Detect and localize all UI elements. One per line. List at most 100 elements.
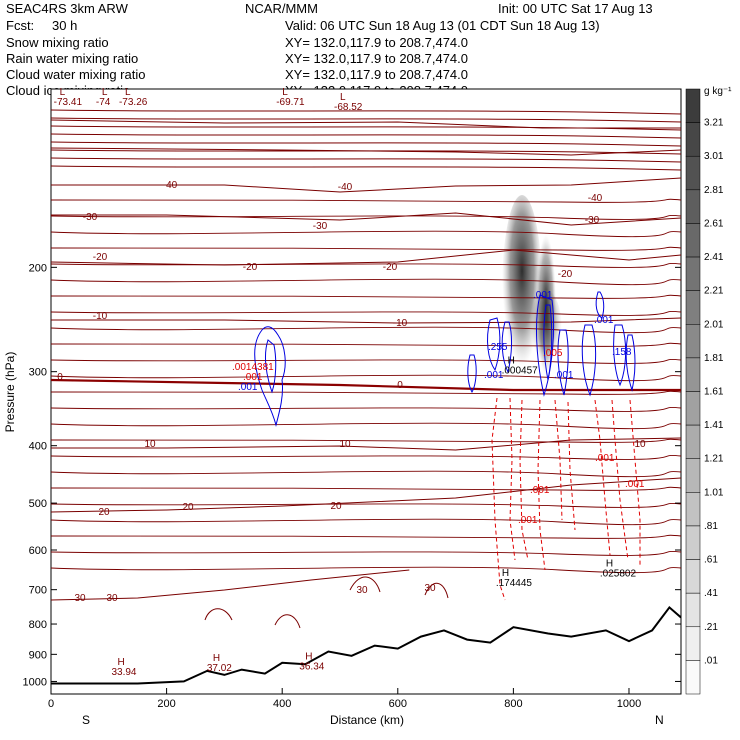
x-tick-label: 0 [48, 698, 54, 710]
rain-label: .001 [530, 485, 550, 496]
temperature-contour-label: -20 [558, 269, 573, 280]
y-tick-label: 300 [29, 367, 47, 379]
temperature-contour [51, 502, 681, 508]
extremum-label: L-74 [96, 87, 111, 108]
temperature-contour [51, 157, 681, 163]
temperature-contour [51, 550, 681, 556]
colorbar-swatch [685, 155, 701, 191]
extremum-label: L-68.52 [334, 92, 363, 113]
snow-plume-low [530, 290, 562, 370]
extremum-value: -69.71 [276, 97, 305, 108]
temperature-contour-label: -40 [33, 181, 48, 192]
rain-contour-1 [491, 397, 506, 601]
x-tick-label: 400 [273, 698, 291, 710]
x-tick-label: 600 [389, 698, 407, 710]
temperature-contour [51, 177, 681, 193]
surface-contour-4 [424, 582, 449, 599]
colorbar-swatch [685, 122, 701, 157]
x-tick-label: 800 [504, 698, 522, 710]
south-label: S [82, 713, 90, 727]
temperature-contour [51, 262, 681, 268]
temperature-contour [51, 569, 410, 601]
cloud-water-contour-west-inner [264, 339, 277, 394]
temperature-contour [51, 518, 681, 526]
temperature-contour-label: 20 [98, 507, 110, 518]
extremum-type: L [60, 87, 66, 98]
extremum-type: H [508, 355, 515, 366]
axes: 0 200 400 600 800 100020030040050060070080090… [23, 262, 681, 710]
init-label: Init: 00 UTC Sat 17 Aug 13 [498, 1, 653, 16]
temperature-contour [51, 454, 681, 460]
colorbar-swatch [685, 492, 701, 527]
colorbar-swatch [685, 324, 701, 359]
temperature-contour [51, 149, 681, 155]
colorbar-swatch [685, 88, 701, 123]
colorbar-swatch [685, 592, 701, 628]
extremum-label: H36.34 [299, 652, 324, 673]
colorbar-label: 3.21 [704, 118, 724, 129]
temperature-contour-label: -10 [393, 318, 408, 329]
temperature-contour [51, 406, 681, 412]
org-label: NCAR/MMM [245, 1, 318, 16]
temperature-contour-label: -20 [243, 262, 258, 273]
temperature-contour-label: 30 [74, 593, 86, 604]
field-name: Rain water mixing ratio [6, 51, 138, 66]
rain-contour-5 [554, 399, 563, 521]
colorbar-swatch [685, 424, 701, 459]
colorbar-swatch [685, 357, 701, 392]
colorbar-label: 2.61 [704, 218, 724, 229]
extremum-value: 37.02 [207, 663, 232, 674]
cloud-water-label: .001 [594, 315, 614, 326]
cloud-water-contour-east-2 [581, 324, 597, 397]
rain-label: .001 [518, 515, 538, 526]
terrain-line [51, 605, 681, 685]
temperature-contour [51, 534, 681, 539]
rain-contour-7 [594, 399, 611, 556]
extremum-label: L-73.41 [54, 87, 83, 108]
temperature-contour-label: -10 [93, 311, 108, 322]
y-tick-label: 700 [29, 585, 47, 597]
temperature-contour-label: 0 [397, 380, 403, 391]
cloud-water-label: .001 [554, 370, 574, 381]
temperature-contour [51, 378, 681, 392]
extremum-value: 36.34 [299, 662, 324, 673]
colorbar-swatch [685, 559, 701, 594]
temperature-contour [51, 477, 681, 513]
cloud-water-label: .255 [488, 342, 508, 353]
temperature-contour-label: -40 [338, 182, 353, 193]
rain-contour-9 [629, 399, 641, 565]
cloud-water-contours [254, 291, 636, 427]
temperature-contour [51, 198, 681, 203]
cloud-water-contour-west [254, 326, 286, 427]
cloud-water-value-labels: .001 .255 .001 .001 .158 .001 .001 [238, 290, 632, 393]
colorbar-label: 1.61 [704, 387, 724, 398]
temperature-contours: -60-50-40-40-40-40-40-40-30-30-30-30-20-… [33, 109, 681, 604]
rain-contour-8 [611, 399, 629, 561]
temperature-contour-label: 30 [106, 593, 118, 604]
cloud-water-contour-mid [467, 354, 477, 394]
rain-water-contours [491, 397, 641, 601]
y-axis-label: Pressure (hPa) [3, 352, 17, 433]
extremum-value: -73.26 [119, 97, 148, 108]
temperature-contour-label: -30 [313, 221, 328, 232]
y-tick-label: 900 [29, 649, 47, 661]
extremum-type: H [213, 653, 220, 664]
cloud-water-contour-mid-2 [501, 321, 512, 374]
colorbar-unit: g kg⁻¹ [704, 86, 732, 97]
extremum-type: H [305, 652, 312, 663]
colorbar-swatch [685, 256, 701, 291]
colorbar-label: 2.21 [704, 286, 724, 297]
plot-frame [50, 88, 682, 695]
cloud-water-contour-east-3 [613, 324, 627, 387]
temperature-contour-label: 10 [144, 439, 156, 450]
temperature-contour-label: 10 [339, 439, 351, 450]
temperature-contour [51, 422, 681, 430]
temperature-contour-label: 20 [182, 502, 194, 513]
cloud-water-label: .158 [612, 347, 632, 358]
temperature-contour [51, 390, 681, 395]
colorbar-label: 1.01 [704, 487, 724, 498]
extremum-type: L [340, 92, 346, 103]
extremum-type: H [606, 558, 613, 569]
extremum-value: .025802 [600, 568, 637, 579]
colorbar-swatch [685, 660, 701, 695]
